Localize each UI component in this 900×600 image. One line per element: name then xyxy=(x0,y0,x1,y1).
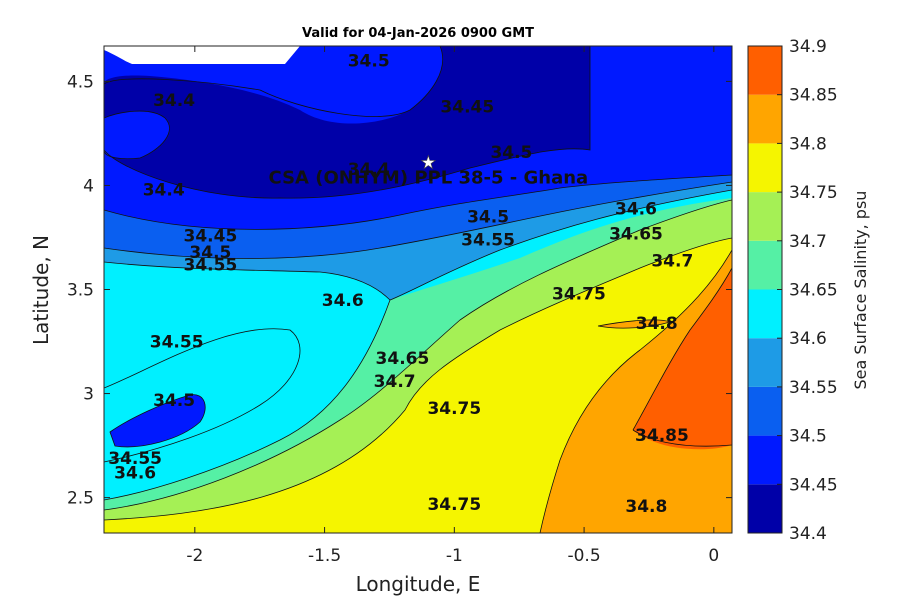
contour-label: 34.65 xyxy=(376,349,430,369)
contour-label: 34.75 xyxy=(427,495,481,515)
contour-label: 34.55 xyxy=(461,231,515,251)
contour-lines xyxy=(104,46,732,533)
contour-label: 34.55 xyxy=(108,449,162,469)
x-axis-label: Longitude, E xyxy=(356,572,481,596)
contour-label: 34.45 xyxy=(440,97,494,117)
colorbar-label: Sea Surface Salinity, psu xyxy=(851,191,870,390)
colorbar-tick-label: 34.85 xyxy=(789,86,838,106)
x-tick-label: 0 xyxy=(708,546,719,566)
contour-label: 34.4 xyxy=(143,181,185,201)
y-tick-label: 2.5 xyxy=(67,489,94,509)
contour-labels: 34.534.4 34.4534.434.434.534.534.5534.453… xyxy=(108,52,693,517)
site-label: CSA (ONHYM) PPL 38-5 - Ghana xyxy=(269,168,589,189)
contour-label: 34.6 xyxy=(615,199,657,219)
x-tick-label: -0.5 xyxy=(567,546,600,566)
colorbar-tick-label: 34.65 xyxy=(789,281,838,301)
contour-label: 34.4 xyxy=(348,160,390,180)
contour-label: 34.5 xyxy=(467,208,509,228)
colorbar-tick-label: 34.45 xyxy=(789,475,838,495)
colorbar-tick-label: 34.8 xyxy=(789,134,827,154)
colorbar-swatch xyxy=(748,143,782,193)
site-star-marker: ★ xyxy=(420,153,436,174)
chart-title: Valid for 04-Jan-2026 0900 GMT xyxy=(302,26,534,41)
colorbar-swatch xyxy=(748,94,782,144)
x-tick-label: -1.5 xyxy=(308,546,341,566)
contour-label: 34.6 xyxy=(114,464,156,484)
y-tick-label: 3.5 xyxy=(67,281,94,301)
contour-label: 34.8 xyxy=(625,497,667,517)
band-34-8 xyxy=(540,250,732,533)
colorbar-swatch xyxy=(748,386,782,436)
site-annotation: ★ CSA (ONHYM) PPL 38-5 - Ghana xyxy=(269,152,589,189)
colorbar-tick-label: 34.5 xyxy=(789,427,827,447)
contour-label: 34.85 xyxy=(635,426,689,446)
contour-label: 34.45 xyxy=(184,226,238,246)
colorbar-swatch xyxy=(748,289,782,339)
contour-label: 34.6 xyxy=(322,291,364,311)
colorbar-tick-label: 34.4 xyxy=(789,524,827,544)
colorbar-swatch xyxy=(748,435,782,485)
x-tick-label: -2 xyxy=(186,546,203,566)
y-axis-label: Latitude, N xyxy=(29,235,53,345)
y-tick-label: 3 xyxy=(83,385,94,405)
y-tick-label: 4 xyxy=(83,176,94,196)
colorbar-swatch xyxy=(748,338,782,387)
contour-label: 34.75 xyxy=(427,399,481,419)
no-data-region xyxy=(104,46,300,64)
low-salinity-pocket-north xyxy=(104,111,170,159)
y-axis-ticks: 2.5 3 3.5 4 4.5 xyxy=(67,72,732,509)
colorbar-swatch xyxy=(748,192,782,241)
x-tick-label: -1 xyxy=(446,546,463,566)
contour-label: 34.55 xyxy=(150,333,204,353)
contour-label: 34.8 xyxy=(636,314,678,334)
colorbar-swatch xyxy=(748,46,782,95)
band-34-85 xyxy=(633,268,732,450)
contour-label: 34.55 xyxy=(184,256,238,276)
colorbar: 34.4 34.45 34.5 34.55 34.6 34.65 34.7 34.75 34.8… xyxy=(747,37,838,544)
colorbar-tick-label: 34.75 xyxy=(789,183,838,203)
x-axis-ticks: -2 -1.5 -1 -0.5 0 xyxy=(186,46,719,566)
contour-label: 34.7 xyxy=(651,251,693,271)
contour-label: 34.5 xyxy=(153,391,195,411)
contour-label: 34.4 xyxy=(153,91,195,111)
contour-label: 34.5 xyxy=(189,243,231,263)
contour-label: 34.75 xyxy=(552,285,606,305)
colorbar-tick-label: 34.6 xyxy=(789,329,827,349)
contour-label: 34.5 xyxy=(348,52,390,72)
colorbar-swatch xyxy=(748,484,782,533)
colorbar-swatch xyxy=(748,240,782,290)
colorbar-tick-label: 34.7 xyxy=(789,232,827,252)
colorbar-tick-label: 34.9 xyxy=(789,37,827,57)
contour-label: 34.5 xyxy=(490,143,532,163)
contour-label: 34.7 xyxy=(374,372,416,392)
contour-label: 34.65 xyxy=(609,224,663,244)
y-tick-label: 4.5 xyxy=(67,72,94,92)
colorbar-tick-label: 34.55 xyxy=(789,378,838,398)
contour-fill xyxy=(104,46,732,533)
